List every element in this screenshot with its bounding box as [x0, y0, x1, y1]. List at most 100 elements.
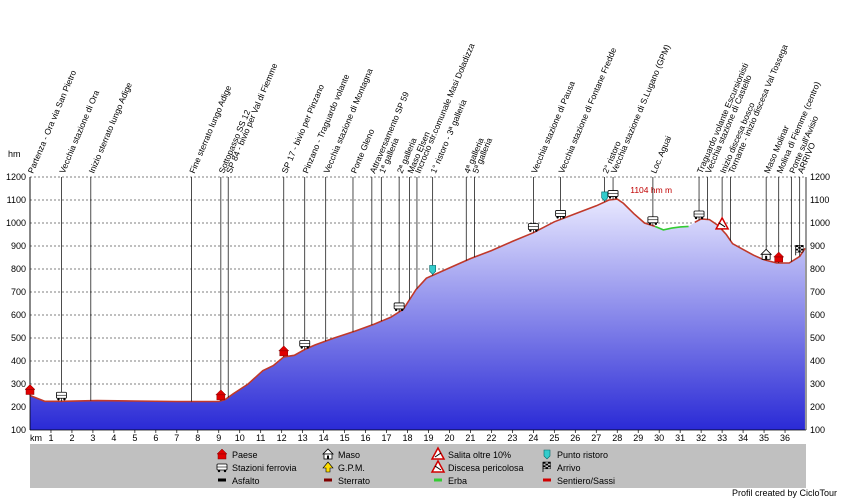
x-tick-label: 16	[361, 433, 371, 443]
x-tick-label: 24	[528, 433, 538, 443]
y-tick-label-right: 1000	[810, 218, 830, 228]
waypoint-label: Loc. Aguai	[649, 134, 674, 175]
x-tick-label: 8	[195, 433, 200, 443]
waypoint-paese-icon	[278, 345, 290, 357]
legend-label: Arrivo	[557, 463, 581, 473]
x-tick-label: 21	[465, 433, 475, 443]
x-tick-label: 33	[717, 433, 727, 443]
waypoint-paese-icon	[215, 389, 227, 401]
x-tick-label: 15	[340, 433, 350, 443]
y-tick-label-right: 400	[810, 356, 825, 366]
y-tick-label-left: 900	[11, 241, 26, 251]
y-tick-label-left: 500	[11, 333, 26, 343]
legend-label: Salita oltre 10%	[448, 450, 511, 460]
elevation-fill	[30, 199, 805, 430]
x-tick-label: 1	[48, 433, 53, 443]
waypoint-stazione-icon	[56, 391, 67, 401]
legend-stazione-icon	[216, 463, 228, 473]
waypoint-stazione-icon	[607, 190, 619, 199]
x-tick-label: 34	[738, 433, 748, 443]
legend: Paese Maso Salita oltre 10% Punto ristoro St…	[30, 444, 806, 488]
x-tick-label: 26	[570, 433, 580, 443]
legend-background	[30, 444, 806, 488]
y-tick-label-left: 700	[11, 287, 26, 297]
legend-maso-icon	[322, 448, 334, 460]
waypoint-stazione-icon	[555, 210, 567, 219]
y-tick-label-right: 300	[810, 379, 825, 389]
y-tick-label-right: 600	[810, 310, 825, 320]
legend-label: Maso	[338, 450, 360, 460]
y-tick-label-left: 800	[11, 264, 26, 274]
x-tick-label: 13	[298, 433, 308, 443]
y-tick-label-right: 200	[810, 402, 825, 412]
y-tick-label-left: 300	[11, 379, 26, 389]
y-tick-label-right: 900	[810, 241, 825, 251]
legend-label: G.P.M.	[338, 463, 365, 473]
legend-label: Erba	[448, 476, 467, 486]
x-tick-label: 14	[319, 433, 329, 443]
y-tick-label-right: 800	[810, 264, 825, 274]
x-tick-label: 25	[549, 433, 559, 443]
x-tick-label: 29	[633, 433, 643, 443]
waypoint-label: SP 84 - bivio per Val di Fiemme	[224, 61, 280, 174]
y-tick-label-left: 200	[11, 402, 26, 412]
x-tick-label: 11	[256, 433, 265, 443]
legend-label: Paese	[232, 450, 258, 460]
legend-salita-icon	[430, 446, 446, 460]
x-tick-label: 18	[403, 433, 413, 443]
waypoint-stazione-icon	[693, 210, 705, 220]
legend-pericolo-icon	[430, 459, 446, 473]
y-unit-label: hm	[8, 149, 21, 159]
waypoint-stazione-icon	[527, 223, 539, 232]
waypoint-stazione-icon	[299, 340, 311, 349]
x-tick-label: 10	[235, 433, 245, 443]
waypoint-ristoro-icon	[429, 265, 436, 275]
x-tick-label: 9	[216, 433, 221, 443]
x-tick-label: 17	[382, 433, 392, 443]
waypoint-paese-icon	[24, 384, 36, 395]
surface-line-sterrato	[694, 218, 806, 264]
x-tick-label: 7	[174, 433, 179, 443]
surface-line-erba	[654, 225, 689, 231]
y-tick-label-left: 400	[11, 356, 26, 366]
x-tick-label: 20	[444, 433, 454, 443]
legend-label: Discesa pericolosa	[448, 463, 524, 473]
y-tick-label-left: 600	[11, 310, 26, 320]
legend-gpm-icon	[322, 461, 334, 473]
x-tick-label: 4	[111, 433, 116, 443]
waypoint-maso-icon	[760, 248, 773, 260]
x-tick-label: 35	[759, 433, 769, 443]
y-tick-label-left: 100	[11, 425, 26, 435]
waypoint-pericolo-icon	[714, 216, 730, 230]
x-tick-label: 5	[132, 433, 137, 443]
x-tick-label: 12	[277, 433, 287, 443]
surface-line-sterrato	[29, 198, 656, 403]
y-tick-label-right: 100	[810, 425, 825, 435]
x-tick-label: 2	[69, 433, 74, 443]
legend-erba-icon	[434, 478, 442, 482]
elevation-area: 1104 hm m	[29, 185, 806, 430]
waypoint-ristoro-icon	[601, 191, 608, 202]
legend-ristoro-icon	[543, 449, 551, 460]
axes: 100 100 200 200 300 300 400 400 500 500 600 600 700 7…	[6, 149, 830, 444]
waypoint-arrivo-icon	[795, 245, 804, 256]
legend-label: Stazioni ferrovia	[232, 463, 297, 473]
waypoint-icons	[24, 190, 804, 401]
credit-text: Profil created by CicloTour	[731, 488, 837, 498]
x-tick-label: 27	[591, 433, 601, 443]
x-tick-label: 23	[507, 433, 517, 443]
x-tick-label: 30	[654, 433, 664, 443]
legend-sterrato-icon	[324, 478, 332, 482]
y-tick-label-right: 500	[810, 333, 825, 343]
legend-sentiero-icon	[543, 478, 551, 482]
y-tick-label-left: 1200	[6, 172, 26, 182]
legend-paese-icon	[216, 448, 228, 460]
x-tick-label: 32	[696, 433, 706, 443]
legend-label: Sentiero/Sassi	[557, 476, 615, 486]
x-tick-label: 3	[90, 433, 95, 443]
y-tick-label-right: 1100	[810, 195, 829, 205]
x-tick-label: 36	[780, 433, 790, 443]
x-tick-label: 31	[675, 433, 685, 443]
x-tick-label: 22	[486, 433, 496, 443]
